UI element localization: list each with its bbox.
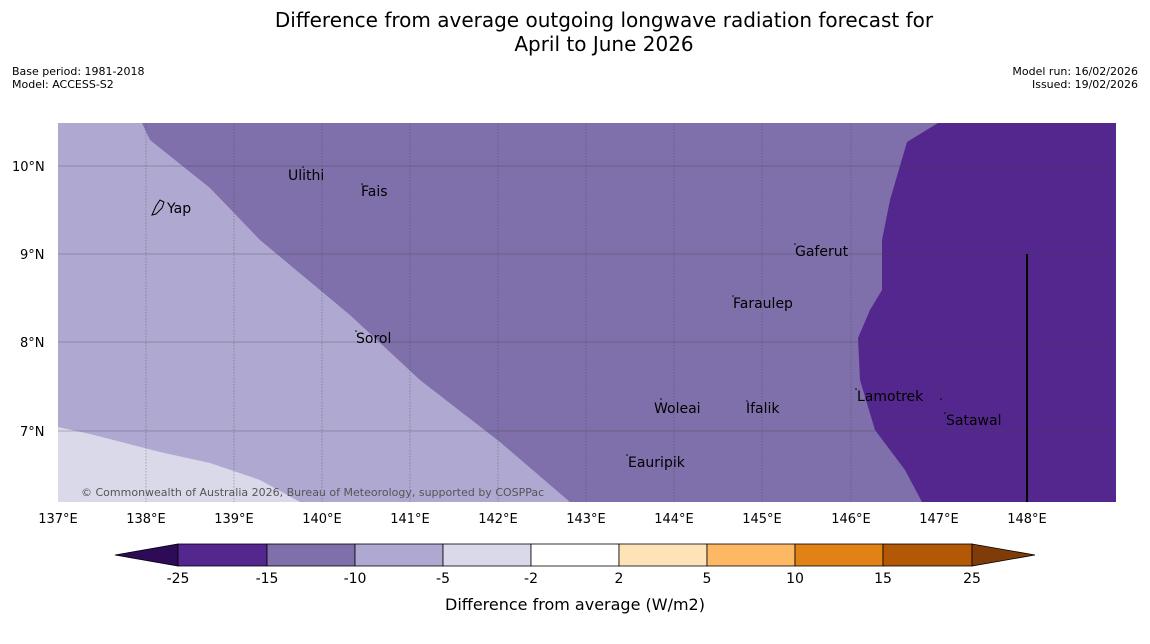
lon-label: 138°E (126, 512, 166, 527)
colorbar: -25 -15 -10 -5 -2 2 5 10 15 25 Differenc… (114, 543, 1036, 614)
lon-label: 137°E (38, 512, 78, 527)
meta-left: Base period: 1981-2018 Model: ACCESS-S2 (12, 65, 144, 91)
colorbar-swatch (794, 543, 884, 567)
title-line-1: Difference from average outgoing longwav… (274, 8, 934, 32)
lon-axis-labels: 137°E 138°E 139°E 140°E 141°E 142°E 143°… (38, 512, 1047, 527)
title-line-2: April to June 2026 (514, 32, 694, 56)
colorbar-swatch (266, 543, 356, 567)
lat-label: 10°N (12, 160, 45, 175)
place-label: Lamotrek (857, 389, 924, 405)
issued-date: Issued: 19/02/2026 (1031, 78, 1138, 91)
lon-label: 142°E (478, 512, 518, 527)
colorbar-label: Difference from average (W/m2) (445, 595, 705, 614)
colorbar-swatch (354, 543, 444, 567)
place-label: Satawal (946, 413, 1001, 429)
colorbar-tick: -25 (167, 571, 190, 587)
place-label: Fais (361, 184, 388, 200)
region-minus2-to-minus5 (58, 427, 300, 502)
map-title: Difference from average outgoing longwav… (0, 8, 1150, 56)
colorbar-swatch (706, 543, 796, 567)
colorbar-swatch (177, 543, 268, 567)
lon-label: 145°E (742, 512, 782, 527)
place-label: Woleai (654, 401, 701, 417)
place-label: Sorol (356, 331, 391, 347)
lon-label: 139°E (214, 512, 254, 527)
place-label: Ulithi (288, 168, 324, 184)
colorbar-tick: 25 (963, 571, 981, 587)
colorbar-high-extend (971, 543, 1036, 567)
colorbar-swatch (618, 543, 708, 567)
lat-axis-labels: 10°N 9°N 8°N 7°N (12, 160, 45, 440)
lon-label: 143°E (566, 512, 606, 527)
colorbar-swatch (882, 543, 973, 567)
lon-gridlines (145, 123, 940, 502)
colorbar-tick: 10 (786, 571, 804, 587)
colorbar-tick: 2 (615, 571, 624, 587)
place-label: Ifalik (746, 401, 780, 417)
place-label: Faraulep (733, 296, 793, 312)
lon-label: 141°E (390, 512, 430, 527)
island-dots (302, 166, 946, 456)
copyright-notice: © Commonwealth of Australia 2026, Bureau… (81, 486, 544, 499)
colorbar-low-extend (114, 543, 179, 567)
meta-right: Model run: 16/02/2026 Issued: 19/02/2026 (1012, 65, 1138, 91)
lat-label: 8°N (20, 336, 45, 351)
lon-label: 146°E (831, 512, 871, 527)
colorbar-tick: -5 (436, 571, 450, 587)
lat-gridlines (58, 165, 1116, 432)
map-panel: Yap Ulithi Fais Gaferut Faraulep Sorol W… (58, 123, 1116, 502)
lat-label: 9°N (20, 248, 45, 263)
lon-label: 148°E (1007, 512, 1047, 527)
lat-label: 7°N (20, 425, 45, 440)
colorbar-tick: 5 (703, 571, 712, 587)
place-label: Eauripik (628, 455, 686, 471)
model-run: Model run: 16/02/2026 (1012, 65, 1138, 78)
lon-label: 144°E (654, 512, 694, 527)
lon-label: 147°E (919, 512, 959, 527)
region-minus15-to-minus25 (858, 123, 1116, 502)
model-name: Model: ACCESS-S2 (12, 78, 114, 91)
colorbar-swatch (442, 543, 532, 567)
colorbar-tick: 15 (874, 571, 892, 587)
base-period: Base period: 1981-2018 (12, 65, 145, 78)
colorbar-swatch (530, 543, 620, 567)
place-label: Yap (166, 201, 191, 217)
lon-label: 140°E (302, 512, 342, 527)
place-label: Gaferut (795, 244, 849, 260)
colorbar-tick: -10 (344, 571, 367, 587)
colorbar-tick: -15 (256, 571, 279, 587)
colorbar-tick: -2 (524, 571, 538, 587)
yap-island-outline (151, 199, 165, 216)
